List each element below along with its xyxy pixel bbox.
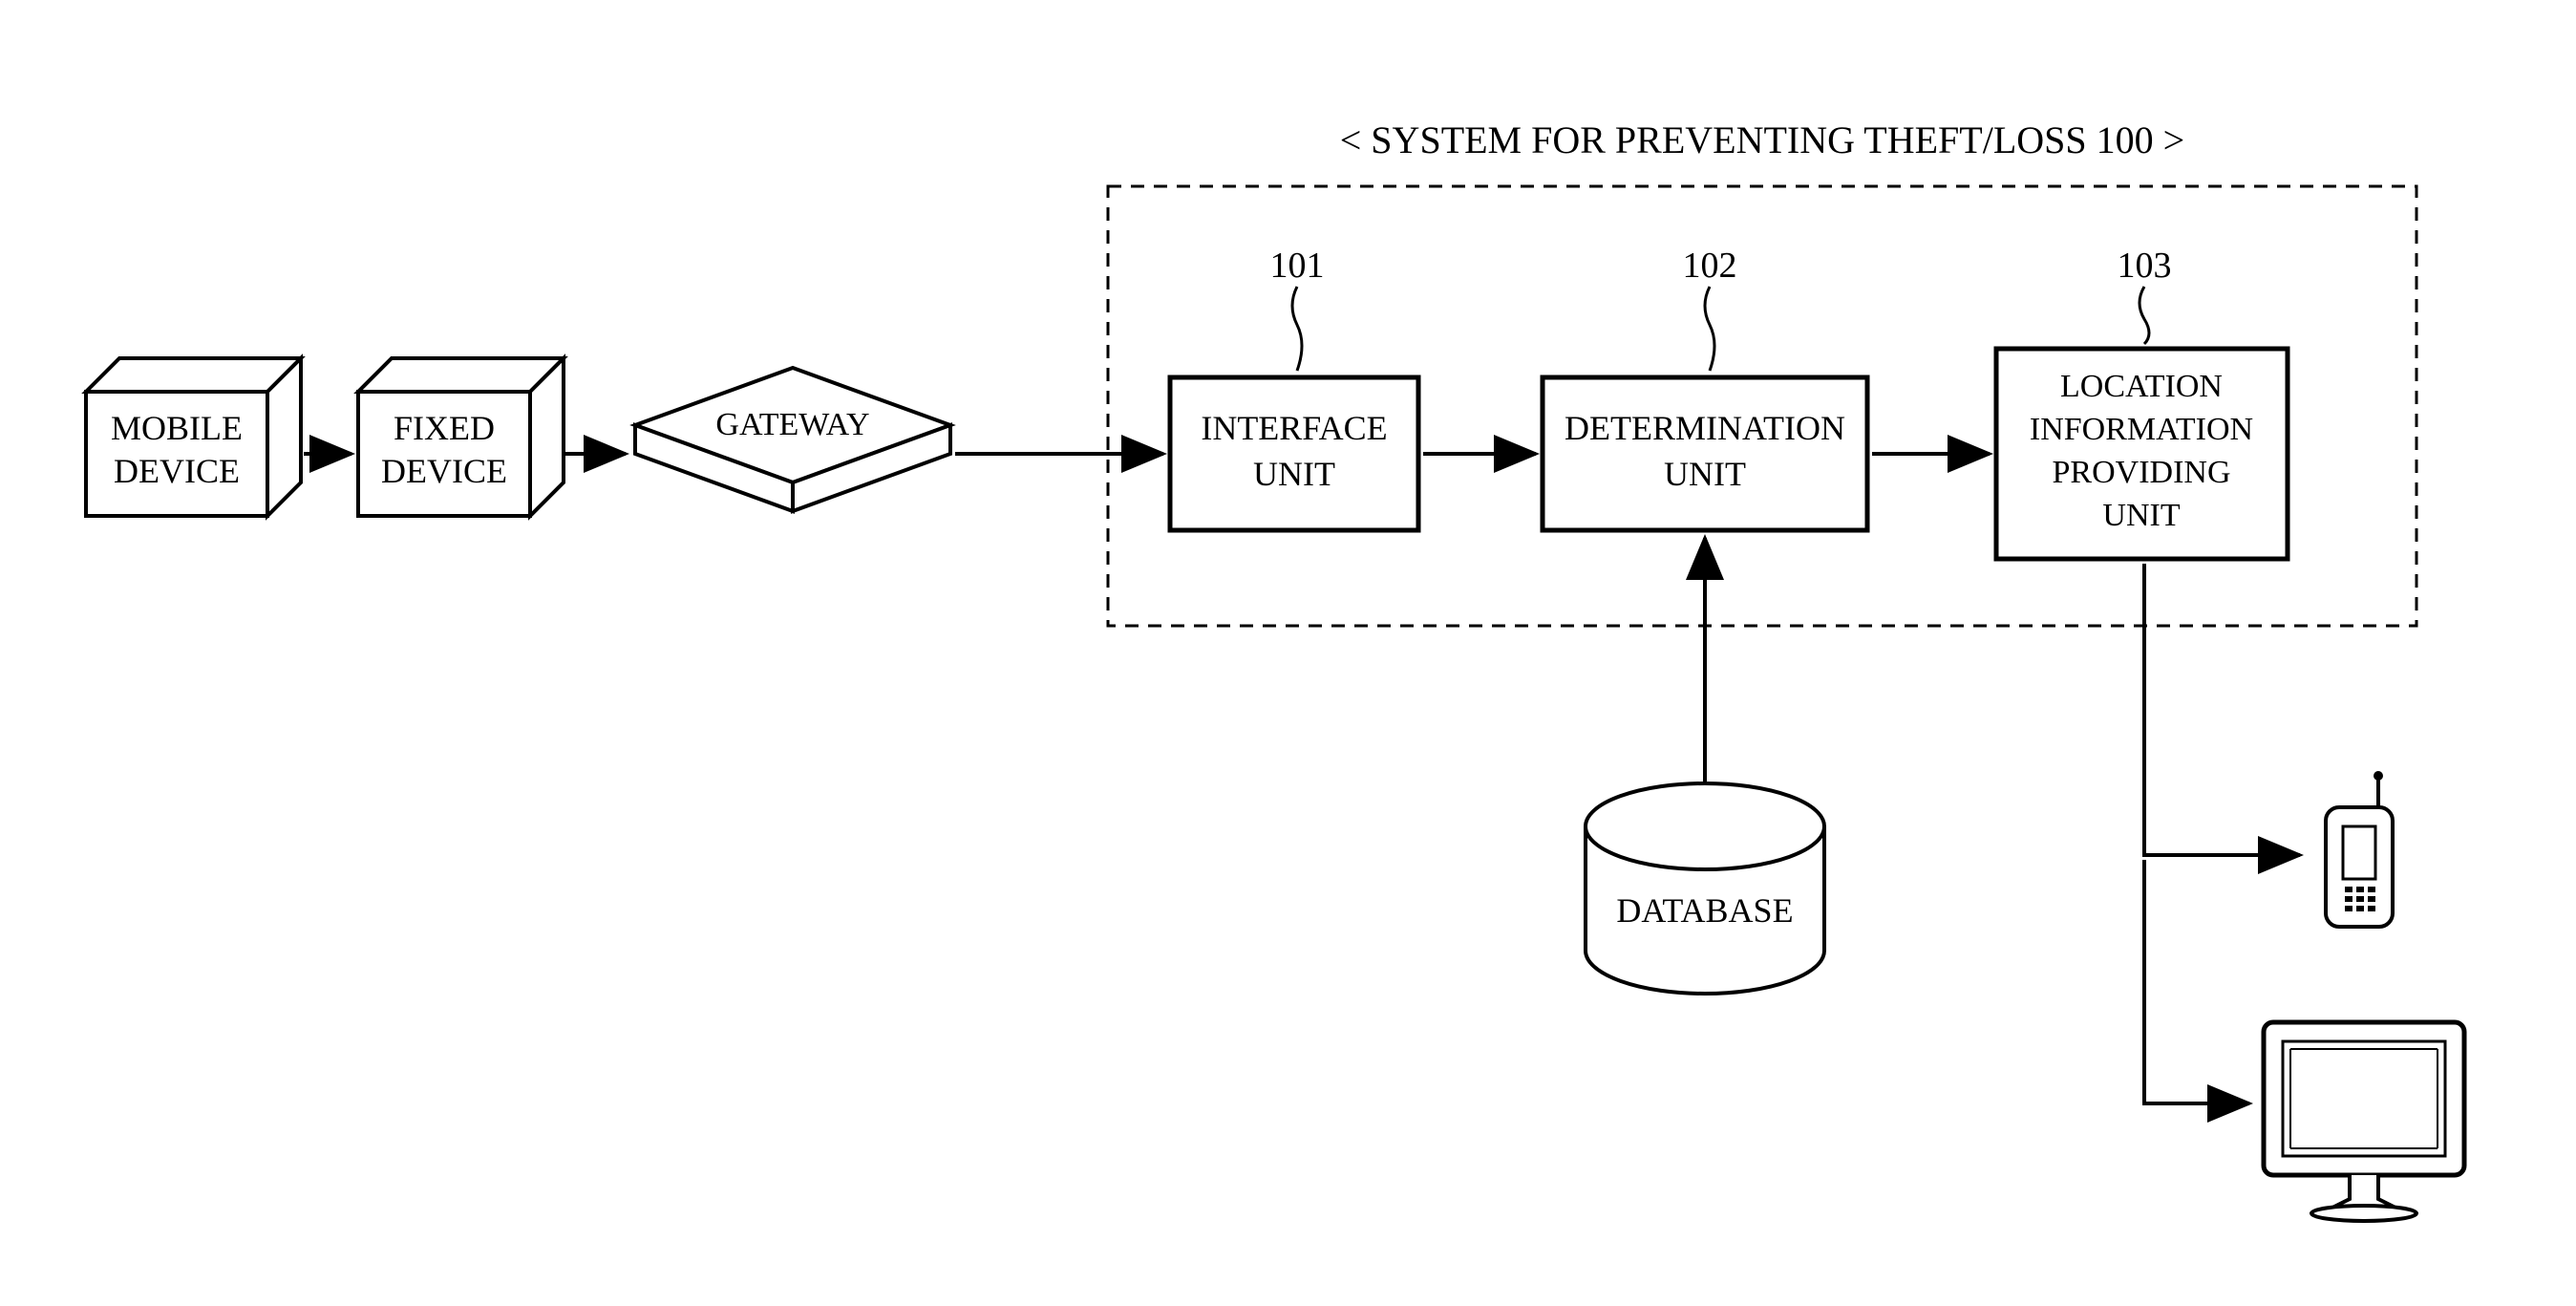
ref-101: 101 bbox=[1270, 246, 1325, 371]
determination-unit-label-2: UNIT bbox=[1664, 455, 1746, 493]
edge-location-to-monitor bbox=[2144, 860, 2249, 1103]
interface-unit-label-2: UNIT bbox=[1253, 455, 1335, 493]
gateway-node: GATEWAY bbox=[635, 368, 950, 511]
ref-102: 102 bbox=[1683, 246, 1737, 371]
ref-101-label: 101 bbox=[1270, 246, 1325, 286]
ref-103-label: 103 bbox=[2118, 246, 2172, 286]
mobile-device-label-1: MOBILE bbox=[111, 409, 243, 447]
fixed-device-label-1: FIXED bbox=[394, 409, 495, 447]
system-title: < SYSTEM FOR PREVENTING THEFT/LOSS 100 > bbox=[1340, 118, 2184, 161]
interface-unit-label-1: INTERFACE bbox=[1201, 409, 1387, 447]
fixed-device-label-2: DEVICE bbox=[381, 452, 507, 490]
database-label: DATABASE bbox=[1616, 891, 1793, 930]
location-unit-label-4: UNIT bbox=[2102, 498, 2180, 533]
interface-unit-node: INTERFACE UNIT bbox=[1170, 377, 1418, 530]
ref-103: 103 bbox=[2118, 246, 2172, 344]
mobile-device-node: MOBILE DEVICE bbox=[86, 358, 301, 516]
phone-icon bbox=[2326, 771, 2393, 927]
diagram-canvas: < SYSTEM FOR PREVENTING THEFT/LOSS 100 >… bbox=[0, 0, 2576, 1306]
monitor-icon bbox=[2264, 1022, 2464, 1221]
location-unit-label-2: INFORMATION bbox=[2030, 412, 2253, 447]
location-unit-node: LOCATION INFORMATION PROVIDING UNIT bbox=[1996, 349, 2288, 559]
ref-102-label: 102 bbox=[1683, 246, 1737, 286]
determination-unit-label-1: DETERMINATION bbox=[1565, 409, 1845, 447]
fixed-device-node: FIXED DEVICE bbox=[358, 358, 564, 516]
location-unit-label-3: PROVIDING bbox=[2053, 455, 2231, 490]
database-node: DATABASE bbox=[1586, 783, 1824, 994]
gateway-label: GATEWAY bbox=[715, 407, 869, 442]
edge-location-to-phone bbox=[2144, 564, 2300, 855]
determination-unit-node: DETERMINATION UNIT bbox=[1543, 377, 1867, 530]
location-unit-label-1: LOCATION bbox=[2060, 369, 2223, 404]
mobile-device-label-2: DEVICE bbox=[114, 452, 240, 490]
